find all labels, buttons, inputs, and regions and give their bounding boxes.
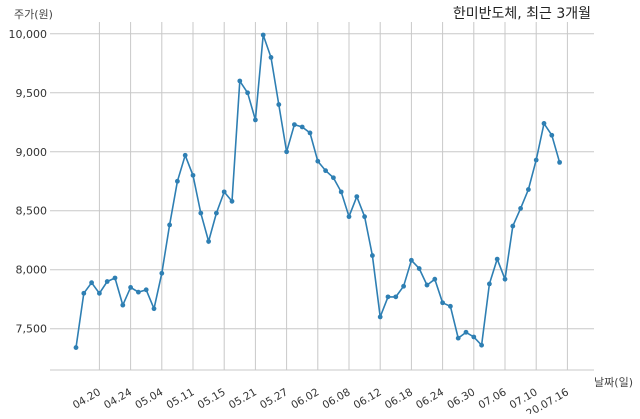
x-tick-label: 06.24 bbox=[414, 386, 446, 412]
data-point bbox=[455, 335, 461, 341]
data-point bbox=[284, 149, 289, 155]
data-point bbox=[526, 187, 531, 192]
data-point bbox=[416, 266, 422, 271]
data-point bbox=[487, 281, 492, 287]
data-point bbox=[81, 290, 87, 296]
data-point bbox=[299, 124, 305, 130]
x-tick-label: 06.08 bbox=[320, 386, 352, 411]
x-tick-label: 06.30 bbox=[445, 386, 477, 411]
x-tick-label: 05.27 bbox=[258, 386, 290, 411]
data-point bbox=[393, 294, 399, 300]
data-point bbox=[502, 276, 508, 282]
data-point bbox=[97, 290, 102, 296]
data-point bbox=[362, 214, 367, 220]
data-point bbox=[120, 302, 126, 308]
data-point bbox=[260, 32, 266, 38]
data-point bbox=[424, 282, 430, 288]
data-point bbox=[89, 280, 94, 286]
data-point bbox=[323, 168, 328, 174]
data-point bbox=[479, 342, 484, 348]
data-point bbox=[471, 334, 477, 340]
chart-title: 한미반도체, 최근 3개월 bbox=[453, 6, 591, 22]
data-point bbox=[533, 157, 539, 163]
data-point bbox=[229, 198, 235, 204]
data-point bbox=[175, 178, 180, 184]
data-point bbox=[510, 223, 516, 229]
data-point bbox=[143, 287, 149, 293]
data-point bbox=[73, 345, 79, 350]
data-point bbox=[346, 214, 352, 220]
data-point bbox=[151, 306, 157, 312]
data-point bbox=[463, 329, 469, 335]
data-point bbox=[377, 314, 383, 320]
x-tick-label: 07.06 bbox=[476, 386, 508, 412]
data-point bbox=[221, 189, 227, 195]
data-points bbox=[73, 32, 562, 350]
data-point bbox=[370, 253, 375, 258]
data-point bbox=[104, 279, 110, 284]
x-tick-label: 04.20 bbox=[71, 386, 103, 411]
data-point bbox=[409, 257, 414, 263]
x-tick-label: 04.24 bbox=[102, 386, 134, 412]
data-point bbox=[549, 132, 555, 138]
data-point bbox=[338, 189, 344, 195]
x-tick-label: 06.18 bbox=[383, 386, 415, 411]
y-axis-label: 주가(원) bbox=[14, 8, 53, 21]
y-tick-labels: 7,500 8,000 8,500 9,000 9,500 10,000 bbox=[9, 28, 48, 336]
y-tick-label: 9,500 bbox=[16, 87, 48, 100]
x-tick-label: 05.21 bbox=[227, 386, 259, 411]
data-point bbox=[237, 78, 243, 84]
data-point bbox=[182, 152, 188, 158]
data-point bbox=[385, 294, 391, 300]
data-point bbox=[557, 159, 562, 165]
data-point bbox=[136, 289, 141, 295]
x-tick-label: 05.11 bbox=[164, 386, 196, 411]
data-point bbox=[292, 122, 297, 128]
x-tick-label: 05.04 bbox=[133, 386, 165, 412]
x-tick-label: 06.12 bbox=[352, 386, 384, 411]
data-point bbox=[253, 117, 258, 123]
data-point bbox=[331, 175, 336, 181]
data-point bbox=[494, 256, 500, 262]
y-tick-label: 9,000 bbox=[16, 146, 48, 159]
y-tick-label: 10,000 bbox=[9, 28, 48, 41]
data-point bbox=[112, 275, 118, 281]
data-point bbox=[401, 283, 406, 289]
y-tick-label: 8,000 bbox=[16, 264, 48, 277]
data-point bbox=[448, 303, 453, 309]
x-axis-label: 날짜(일) bbox=[594, 375, 633, 389]
data-point bbox=[198, 210, 204, 216]
data-point bbox=[541, 121, 547, 126]
data-point bbox=[214, 210, 219, 216]
data-point bbox=[307, 130, 313, 136]
x-tick-label: 05.15 bbox=[196, 386, 228, 411]
data-point bbox=[432, 276, 438, 282]
data-point bbox=[518, 205, 523, 211]
data-point bbox=[315, 158, 321, 164]
data-point bbox=[190, 172, 196, 178]
x-tick-label: 06.02 bbox=[289, 386, 321, 411]
data-point bbox=[128, 285, 134, 290]
x-tick-labels: 04.20 04.24 05.04 05.11 05.15 05.21 05.27 06.02… bbox=[71, 386, 571, 419]
data-point bbox=[159, 270, 165, 276]
grid-lines bbox=[50, 22, 594, 371]
y-tick-label: 7,500 bbox=[16, 323, 48, 336]
data-point bbox=[276, 102, 282, 107]
data-point bbox=[440, 300, 445, 306]
data-point bbox=[167, 222, 173, 228]
y-tick-label: 8,500 bbox=[16, 205, 48, 218]
data-point bbox=[354, 194, 360, 199]
data-point bbox=[206, 239, 212, 244]
data-point bbox=[245, 90, 251, 96]
data-point bbox=[268, 54, 274, 60]
